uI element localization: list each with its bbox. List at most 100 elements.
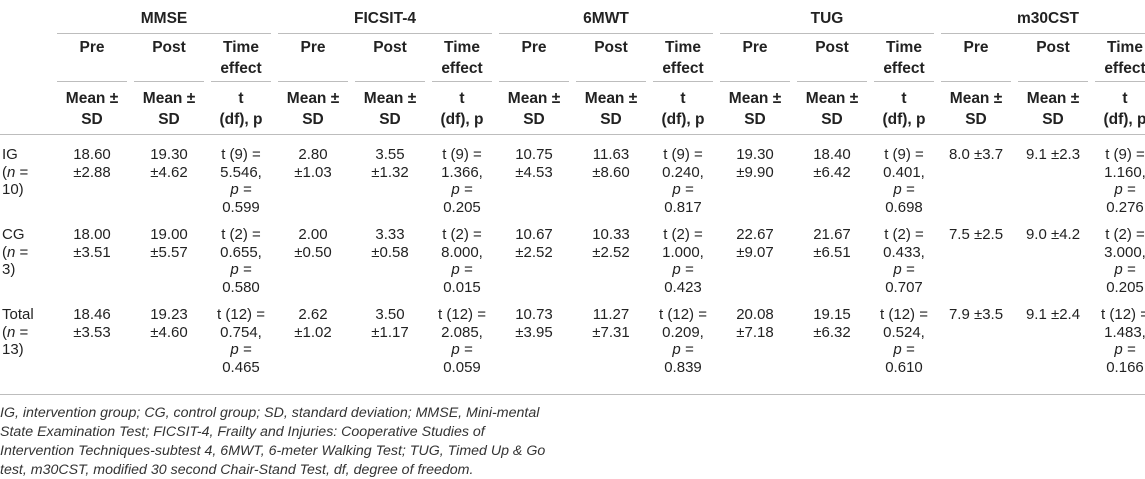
subheader-rule bbox=[1095, 81, 1145, 82]
header-text: (df), p bbox=[882, 111, 926, 128]
time-effect-cell: t (2) = 0.433, p = 0.707 bbox=[874, 226, 934, 296]
header-text: Post bbox=[373, 39, 407, 56]
row-label-group: CG bbox=[2, 226, 25, 243]
pre-header: Pre bbox=[57, 37, 127, 58]
cell-line: ±4.60 bbox=[150, 323, 188, 341]
subheader-rule bbox=[653, 81, 713, 82]
header-text: SD bbox=[379, 111, 401, 128]
cell-line: 10.75 bbox=[515, 146, 553, 163]
mean-sd-cell: 21.67 ±6.51 bbox=[797, 226, 867, 261]
group-heading-rule bbox=[499, 33, 713, 34]
cell-line: 10.73 bbox=[515, 306, 553, 323]
footnote: IG, intervention group; CG, control grou… bbox=[0, 405, 546, 478]
header-text: Mean ± bbox=[363, 90, 417, 107]
header-text: SD bbox=[523, 111, 545, 128]
cell-line: p = bbox=[1114, 181, 1136, 198]
cell-line: p = bbox=[451, 341, 473, 358]
mean-sd-cell: 3.55 ±1.32 bbox=[355, 146, 425, 181]
header-text: Pre bbox=[742, 39, 768, 56]
cell-line: 18.46 bbox=[73, 306, 111, 323]
cell-line: p = bbox=[230, 181, 252, 198]
mean-sd-cell: 7.9 ±3.5 bbox=[941, 306, 1011, 324]
header-text: Mean ± bbox=[1026, 90, 1080, 107]
group-heading: FICSIT-4 bbox=[353, 10, 416, 27]
header-text: effect bbox=[1104, 60, 1145, 77]
header-text: Pre bbox=[300, 39, 326, 56]
cell-line: ±2.52 bbox=[592, 243, 630, 261]
group-heading: MMSE bbox=[140, 10, 188, 27]
header-text: Mean ± bbox=[142, 90, 196, 107]
mean-sd-cell: 10.67 ±2.52 bbox=[499, 226, 569, 261]
mean-sd-cell: 9.1 ±2.3 bbox=[1018, 146, 1088, 164]
cell-line: p = bbox=[672, 181, 694, 198]
mean-sd-cell: 2.62 ±1.02 bbox=[278, 306, 348, 341]
mean-sd-cell: 3.33 ±0.58 bbox=[355, 226, 425, 261]
header-text: (df), p bbox=[661, 111, 705, 128]
cell-line: ±5.57 bbox=[150, 243, 188, 261]
cell-line: 7.9 ±3.5 bbox=[948, 306, 1004, 323]
cell-line: p = bbox=[672, 261, 694, 278]
time-effect-cell: t (2) = 1.000, p = 0.423 bbox=[653, 226, 713, 296]
subheader-rule bbox=[211, 81, 271, 82]
post-header: Post bbox=[1018, 37, 1088, 58]
cell-line: 11.27 bbox=[592, 306, 630, 323]
cell-line: 0.205 bbox=[1106, 278, 1144, 296]
mean-sd-cell: 18.60 ±2.88 bbox=[57, 146, 127, 181]
header-text: t bbox=[459, 90, 465, 107]
time-effect-cell: t (9) = 1.366, p = 0.205 bbox=[432, 146, 492, 216]
mean-sd-cell: 19.30 ±4.62 bbox=[134, 146, 204, 181]
cell-line: p = bbox=[893, 181, 915, 198]
subheader-rule bbox=[576, 81, 646, 82]
mean-sd-cell: 8.0 ±3.7 bbox=[941, 146, 1011, 164]
cell-line: 8.000, bbox=[441, 243, 483, 261]
header-text: effect bbox=[883, 60, 925, 77]
cell-line: 0.754, bbox=[220, 323, 262, 341]
cell-line: 20.08 bbox=[736, 306, 774, 323]
cell-line: t (12) = bbox=[659, 306, 707, 323]
mean-sd-cell: 19.23 ±4.60 bbox=[134, 306, 204, 341]
post-header: Post bbox=[576, 37, 646, 58]
time-effect-cell: t (2) = 0.655, p = 0.580 bbox=[211, 226, 271, 296]
mean-sd-cell: 18.00 ±3.51 bbox=[57, 226, 127, 261]
cell-line: t (9) = bbox=[884, 146, 924, 163]
mean-sd-cell: 20.08 ±7.18 bbox=[720, 306, 790, 341]
mean-sd-cell: 10.33 ±2.52 bbox=[576, 226, 646, 261]
cell-line: ±1.17 bbox=[371, 323, 409, 341]
mean-sd-cell: 19.30 ±9.90 bbox=[720, 146, 790, 181]
cell-line: ±1.02 bbox=[294, 323, 332, 341]
row-label-count: 3) bbox=[2, 261, 16, 278]
cell-line: 9.0 ±4.2 bbox=[1025, 226, 1081, 243]
header-text: Pre bbox=[79, 39, 105, 56]
cell-line: 0.524, bbox=[883, 323, 925, 341]
cell-line: ±7.31 bbox=[592, 323, 630, 341]
header-text: Time bbox=[223, 39, 259, 56]
group-heading: TUG bbox=[810, 10, 844, 27]
cell-line: t (2) = bbox=[1105, 226, 1145, 243]
cell-line: 2.80 bbox=[298, 146, 328, 163]
time-effect-header: Time effect bbox=[432, 37, 492, 79]
cell-line: 19.23 bbox=[150, 306, 188, 323]
time-effect-cell: t (12) = 2.085, p = 0.059 bbox=[432, 306, 492, 376]
stat-header-mean: Mean ± SD bbox=[134, 88, 204, 130]
header-text: Post bbox=[594, 39, 628, 56]
group-heading-rule bbox=[720, 33, 934, 34]
cell-line: 0.166 bbox=[1106, 358, 1144, 376]
cell-line: t (2) = bbox=[221, 226, 261, 243]
cell-line: 0.240, bbox=[662, 163, 704, 181]
post-header: Post bbox=[355, 37, 425, 58]
cell-line: ±1.32 bbox=[371, 163, 409, 181]
stat-header-mean: Mean ± SD bbox=[576, 88, 646, 130]
mean-sd-cell: 22.67 ±9.07 bbox=[720, 226, 790, 261]
stat-header-t: t (df), p bbox=[874, 88, 934, 130]
time-effect-cell: t (12) = 1.483, p = 0.166 bbox=[1095, 306, 1145, 376]
cell-line: t (2) = bbox=[663, 226, 703, 243]
cell-line: 0.655, bbox=[220, 243, 262, 261]
cell-line: ±7.18 bbox=[736, 323, 774, 341]
cell-line: 0.276 bbox=[1106, 198, 1144, 216]
mean-sd-cell: 18.40 ±6.42 bbox=[797, 146, 867, 181]
cell-line: 3.000, bbox=[1104, 243, 1145, 261]
header-text: SD bbox=[81, 111, 103, 128]
time-effect-cell: t (9) = 1.160, p = 0.276 bbox=[1095, 146, 1145, 216]
header-text: t bbox=[238, 90, 244, 107]
row-label-count: 13) bbox=[2, 341, 24, 358]
